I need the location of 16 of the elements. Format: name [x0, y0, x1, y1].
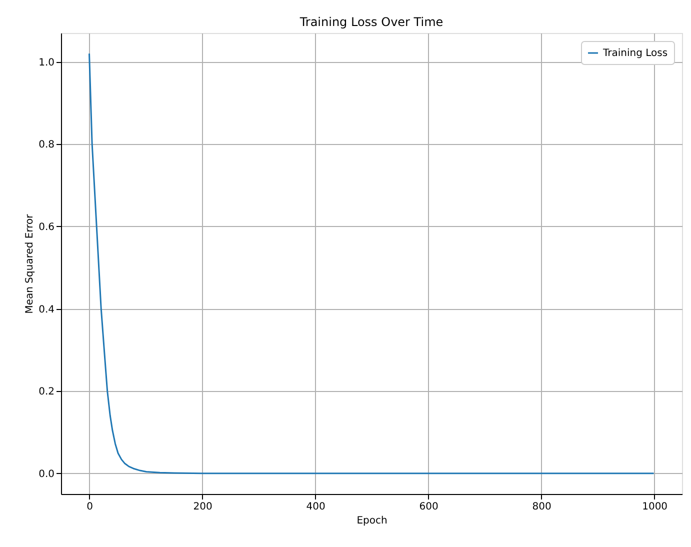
y-tick-label: 1.0: [38, 57, 54, 68]
x-tick-label: 200: [193, 502, 212, 512]
x-tick-label: 600: [419, 502, 438, 512]
chart-title: Training Loss Over Time: [298, 15, 444, 29]
legend-label: Training Loss: [602, 48, 668, 59]
y-tick-label: 0.0: [38, 468, 54, 480]
y-axis-title: Mean Squared Error: [24, 213, 36, 314]
y-tick-label: 0.2: [38, 386, 54, 398]
x-axis-title: Epoch: [356, 516, 388, 526]
y-tick-label: 0.6: [38, 222, 54, 233]
x-tick-label: 400: [306, 502, 326, 512]
x-tick-label: 0: [86, 502, 93, 512]
y-tick-label: 0.4: [38, 304, 54, 316]
x-tick-label: 800: [532, 502, 552, 512]
x-tick-label: 1000: [642, 502, 668, 512]
y-tick-label: 0.8: [38, 140, 54, 151]
